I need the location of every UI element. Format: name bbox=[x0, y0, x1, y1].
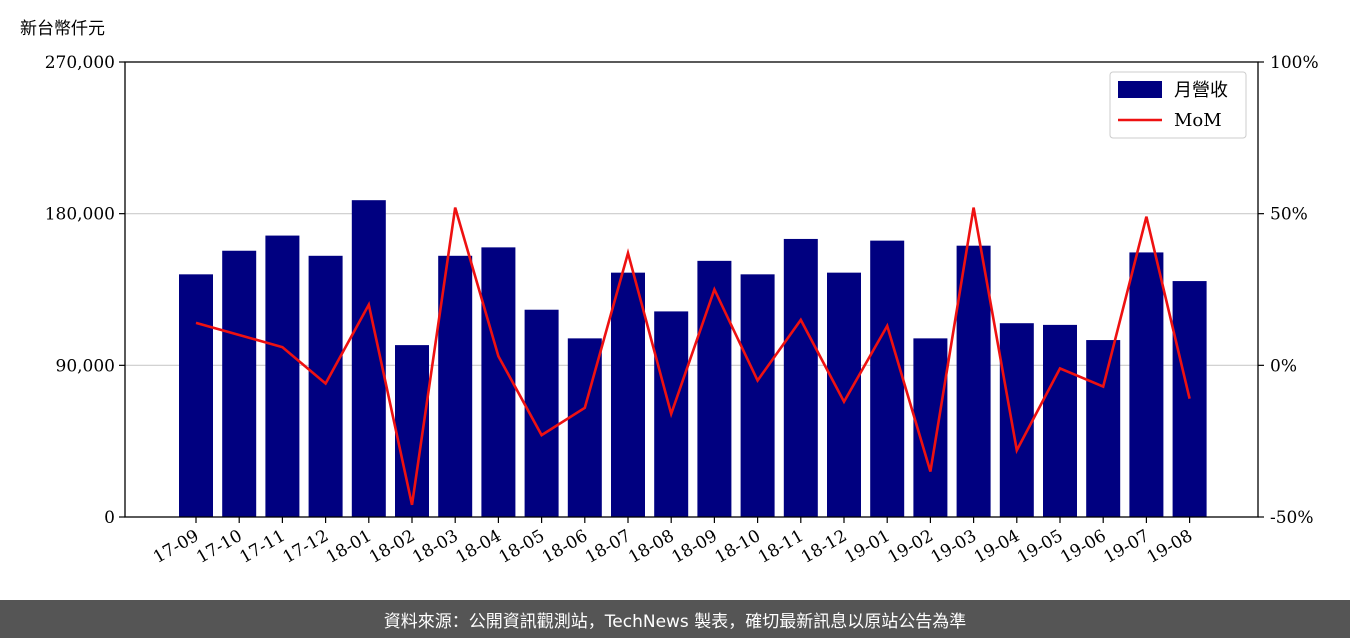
x-tick-label: 17-12 bbox=[280, 526, 332, 568]
plot-frame bbox=[124, 61, 1259, 518]
x-tick-label: 18-09 bbox=[668, 526, 720, 568]
bar-19-04 bbox=[999, 323, 1034, 517]
x-tick-label: 18-11 bbox=[755, 526, 807, 568]
y-right-tick-label: 100% bbox=[1270, 53, 1319, 73]
x-tick-label: 18-02 bbox=[366, 526, 418, 568]
bar-18-11 bbox=[783, 238, 818, 517]
legend: 月營收 MoM bbox=[1109, 71, 1247, 139]
x-tick-label: 17-11 bbox=[236, 526, 288, 568]
source-footer: 資料來源：公開資訊觀測站，TechNews 製表，確切最新訊息以原站公告為準 bbox=[0, 600, 1350, 638]
x-tick-label: 19-01 bbox=[841, 526, 893, 568]
y-left-tick-label: 0 bbox=[104, 508, 115, 528]
revenue-chart: 新台幣仟元 0 90,000 180,000 270,000 -50% 0% 50% 100%… bbox=[20, 19, 1319, 568]
y-left-tick-label: 90,000 bbox=[56, 356, 115, 376]
x-tick-label: 19-03 bbox=[928, 526, 980, 568]
bar-19-03 bbox=[956, 245, 991, 517]
x-tick-label: 18-04 bbox=[452, 526, 504, 568]
x-tick-label: 19-05 bbox=[1014, 526, 1066, 568]
x-tick-label: 18-10 bbox=[712, 526, 764, 568]
x-tick-label: 19-06 bbox=[1057, 526, 1109, 568]
x-tick-label: 19-08 bbox=[1144, 526, 1196, 568]
bar-18-07 bbox=[611, 272, 645, 517]
y-right-tick-label: -50% bbox=[1270, 508, 1314, 528]
bar-19-02 bbox=[913, 338, 948, 517]
bar-17-10 bbox=[222, 250, 257, 518]
x-tick-label: 17-09 bbox=[150, 526, 202, 568]
y-left-tick-label: 180,000 bbox=[45, 205, 115, 225]
x-tick-label: 19-04 bbox=[971, 526, 1023, 568]
bar-18-10 bbox=[740, 274, 775, 517]
legend-label-bar: 月營收 bbox=[1174, 80, 1228, 101]
x-tick-label: 18-01 bbox=[323, 526, 375, 568]
footer-text: 資料來源：公開資訊觀測站，TechNews 製表，確切最新訊息以原站公告為準 bbox=[383, 611, 967, 632]
y-unit-label: 新台幣仟元 bbox=[20, 19, 105, 39]
bar-17-12 bbox=[308, 255, 343, 517]
bar-19-01 bbox=[870, 240, 905, 517]
bar-19-06 bbox=[1086, 340, 1121, 517]
mom-line bbox=[195, 207, 1191, 506]
y-right-tick-label: 50% bbox=[1270, 205, 1308, 225]
bar-18-04 bbox=[481, 247, 516, 518]
y-left-tick-label: 270,000 bbox=[45, 53, 115, 73]
x-tick-label: 18-05 bbox=[496, 526, 548, 568]
x-tick-label: 19-07 bbox=[1100, 526, 1152, 568]
bar-17-09 bbox=[179, 274, 213, 517]
line-series bbox=[195, 207, 1191, 506]
x-tick-label: 18-03 bbox=[409, 526, 461, 568]
bar-17-11 bbox=[265, 235, 300, 517]
bar-19-07 bbox=[1129, 252, 1164, 518]
x-tick-label: 18-06 bbox=[539, 526, 591, 568]
x-tick-label: 17-10 bbox=[193, 526, 245, 568]
x-tick-label: 18-12 bbox=[798, 526, 850, 568]
bar-19-08 bbox=[1172, 281, 1207, 517]
y-right-tick-label: 0% bbox=[1270, 356, 1297, 376]
bar-series bbox=[179, 200, 1207, 518]
x-tick-label: 18-08 bbox=[625, 526, 677, 568]
legend-label-line: MoM bbox=[1174, 110, 1222, 131]
x-tick-label: 18-07 bbox=[582, 526, 634, 568]
x-tick-label: 19-02 bbox=[884, 526, 936, 568]
legend-swatch-bar bbox=[1118, 81, 1162, 98]
bar-18-09 bbox=[697, 260, 732, 517]
bar-18-12 bbox=[827, 272, 861, 517]
bar-18-03 bbox=[438, 255, 473, 517]
bar-19-05 bbox=[1043, 324, 1077, 517]
